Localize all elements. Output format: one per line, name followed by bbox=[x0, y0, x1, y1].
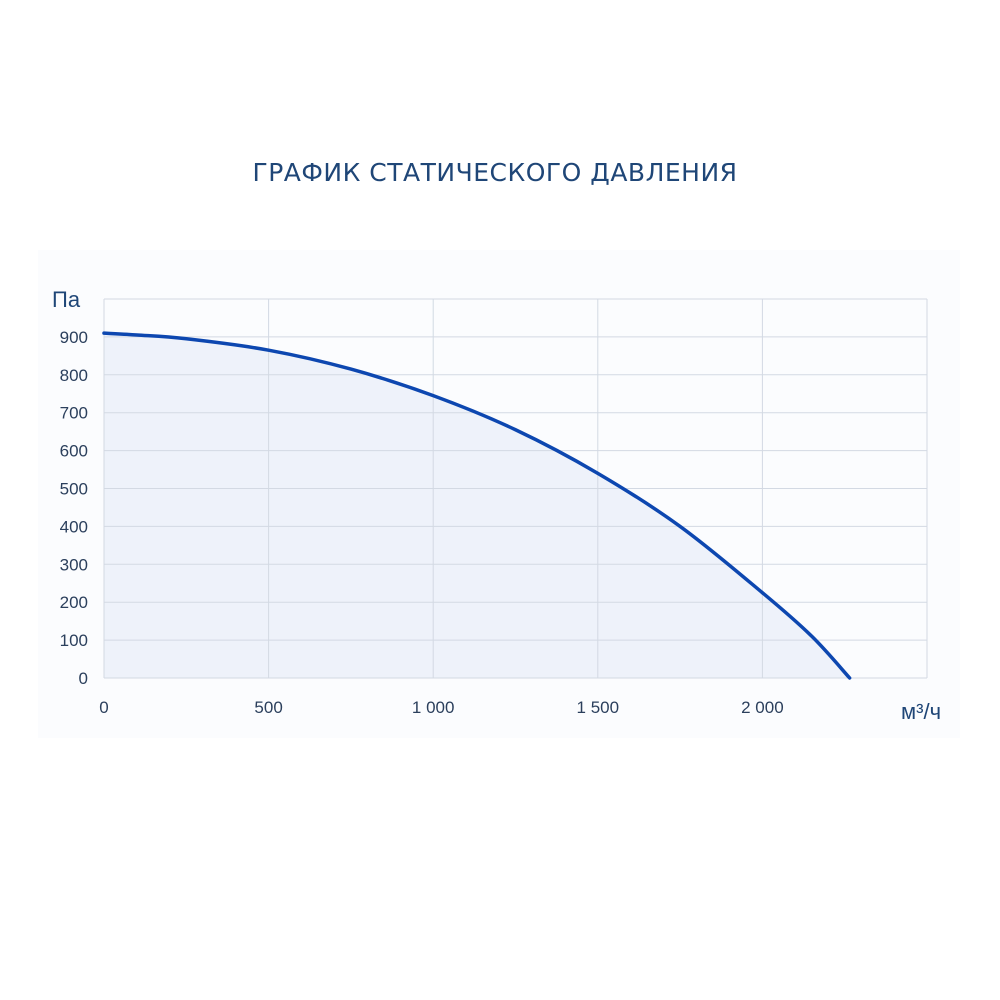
grid-layer bbox=[103, 298, 928, 679]
y-axis-label: Па bbox=[52, 287, 81, 312]
chart-title: ГРАФИК СТАТИЧЕСКОГО ДАВЛЕНИЯ bbox=[252, 158, 738, 187]
y-tick-label: 600 bbox=[60, 442, 88, 461]
x-tick-label: 0 bbox=[99, 698, 108, 717]
x-tick-label: 500 bbox=[254, 698, 282, 717]
y-tick-label: 400 bbox=[60, 517, 88, 536]
y-tick-label: 700 bbox=[60, 404, 88, 423]
y-tick-label: 500 bbox=[60, 480, 88, 499]
y-tick-label: 0 bbox=[79, 669, 88, 688]
x-tick-label: 1 500 bbox=[577, 698, 620, 717]
y-tick-label: 900 bbox=[60, 328, 88, 347]
y-tick-label: 800 bbox=[60, 366, 88, 385]
x-tick-label: 2 000 bbox=[741, 698, 784, 717]
tick-labels: 0 100 200 300 400 500 600 700 800 900 0 500 1 000 1 5… bbox=[60, 328, 784, 717]
y-tick-label: 100 bbox=[60, 631, 88, 650]
area-fill bbox=[104, 333, 850, 678]
x-axis-label: м³/ч bbox=[901, 699, 941, 724]
series-line bbox=[102, 331, 852, 680]
x-tick-label: 1 000 bbox=[412, 698, 455, 717]
y-tick-label: 200 bbox=[60, 593, 88, 612]
y-tick-label: 300 bbox=[60, 555, 88, 574]
